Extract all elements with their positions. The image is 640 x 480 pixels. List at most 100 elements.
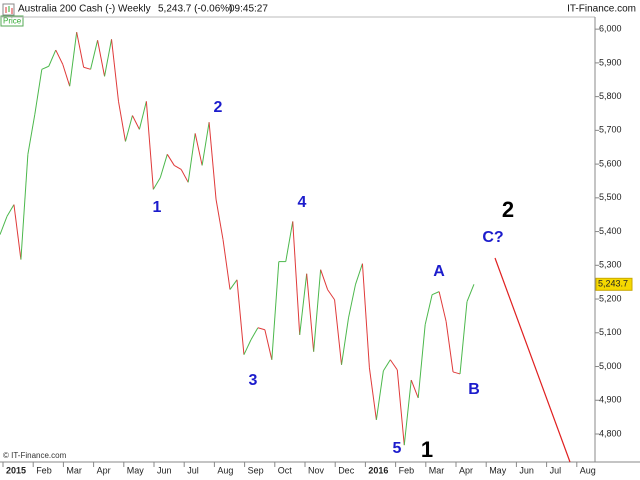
price-segment (69, 32, 78, 87)
price-segment (201, 122, 210, 166)
price-segment (111, 39, 119, 102)
x-tick-label: Feb (399, 465, 415, 475)
price-segment (138, 101, 147, 130)
x-tick-label: Aug (580, 465, 596, 475)
price-segment (341, 317, 349, 365)
wave-label: 2 (214, 99, 223, 116)
price-segment (187, 133, 196, 183)
y-tick-label: 5,600 (599, 158, 622, 168)
price-segment (236, 279, 245, 355)
wave-label: C? (482, 229, 503, 246)
price-segment (320, 269, 329, 290)
price-segment (173, 165, 182, 170)
price-segment (194, 133, 203, 166)
wave-label: 1 (153, 199, 162, 216)
price-segment (264, 329, 273, 360)
y-tick-label: 5,800 (599, 91, 622, 101)
x-tick-label: Mar (66, 465, 82, 475)
wave-label: 1 (421, 437, 433, 462)
price-segment (375, 370, 384, 420)
price-segment (285, 221, 294, 262)
y-tick-label: 5,100 (599, 327, 622, 337)
price-segment (403, 379, 412, 446)
x-tick-label: Apr (459, 465, 473, 475)
price-segment (27, 114, 36, 155)
x-tick-label: Jul (187, 465, 199, 475)
price-segment (396, 369, 405, 446)
copyright: © IT-Finance.com (3, 451, 67, 460)
price-segment (34, 69, 43, 115)
y-tick-label: 5,500 (599, 192, 622, 202)
wave-label: 5 (393, 440, 402, 457)
price-segment (334, 299, 343, 365)
price-segment (250, 327, 259, 341)
y-tick-label: 5,700 (599, 125, 622, 135)
x-tick-label: Nov (308, 465, 325, 475)
price-segment (389, 359, 398, 371)
price-segment (13, 204, 22, 260)
price-segment (313, 269, 322, 352)
price-segment (382, 359, 391, 372)
y-tick-label: 6,000 (599, 24, 622, 34)
price-segment (417, 324, 426, 398)
price-segment (424, 294, 433, 325)
price-segment (361, 263, 370, 368)
wave-label: A (433, 263, 445, 280)
price-segment (368, 367, 377, 420)
wave-label: B (468, 381, 480, 398)
time: 09:45:27 (229, 4, 268, 15)
y-tick-label: 5,900 (599, 57, 622, 67)
price-segment (55, 49, 64, 65)
price-segment (159, 154, 168, 178)
price-segment (327, 289, 335, 301)
x-tick-label: Apr (97, 465, 111, 475)
chart-title: Australia 200 Cash (-) (18, 4, 115, 15)
y-tick-label: 5,200 (599, 293, 622, 303)
price-segment (271, 261, 280, 360)
price-segment (257, 327, 265, 331)
price-segment (124, 115, 133, 142)
x-tick-label: Jul (550, 465, 562, 475)
price-segment (445, 321, 454, 372)
x-tick-label: Oct (278, 465, 293, 475)
y-tick-label: 5,300 (599, 260, 622, 270)
price-segment (20, 154, 29, 260)
price-segment (222, 239, 231, 290)
x-tick-label: Sep (248, 465, 264, 475)
y-tick-label: 4,800 (599, 428, 622, 438)
last-price-label: 5,243.7 (598, 279, 628, 289)
price-segment (145, 101, 154, 190)
wave-label: 4 (298, 194, 307, 211)
price-segment (152, 177, 161, 190)
y-tick-label: 5,000 (599, 361, 622, 371)
price-segment (348, 284, 356, 319)
price-segment (83, 66, 91, 70)
last-price-box (595, 277, 633, 291)
x-tick-label: May (127, 465, 145, 475)
price-segment (215, 199, 224, 240)
x-tick-label: Aug (217, 465, 233, 475)
price-segment (452, 371, 461, 375)
price-segment (299, 273, 308, 335)
price-segment (48, 49, 57, 67)
x-tick-label: Jun (519, 465, 534, 475)
y-tick-label: 4,900 (599, 395, 622, 405)
x-tick-label: May (489, 465, 507, 475)
price-segment (438, 291, 447, 322)
price-segment (180, 169, 189, 183)
panel-label-box (0, 15, 24, 27)
price-segment (431, 291, 440, 296)
price-segment (229, 279, 238, 290)
y-tick-label: 5,400 (599, 226, 622, 236)
price-segment (0, 216, 8, 235)
x-tick-label: 2016 (368, 465, 388, 475)
price-segment (166, 154, 175, 166)
price-segment (90, 40, 99, 70)
price-segment (6, 204, 15, 217)
price-segment (306, 273, 315, 352)
price-segment (76, 32, 85, 68)
x-tick-label: 2015 (6, 465, 26, 475)
